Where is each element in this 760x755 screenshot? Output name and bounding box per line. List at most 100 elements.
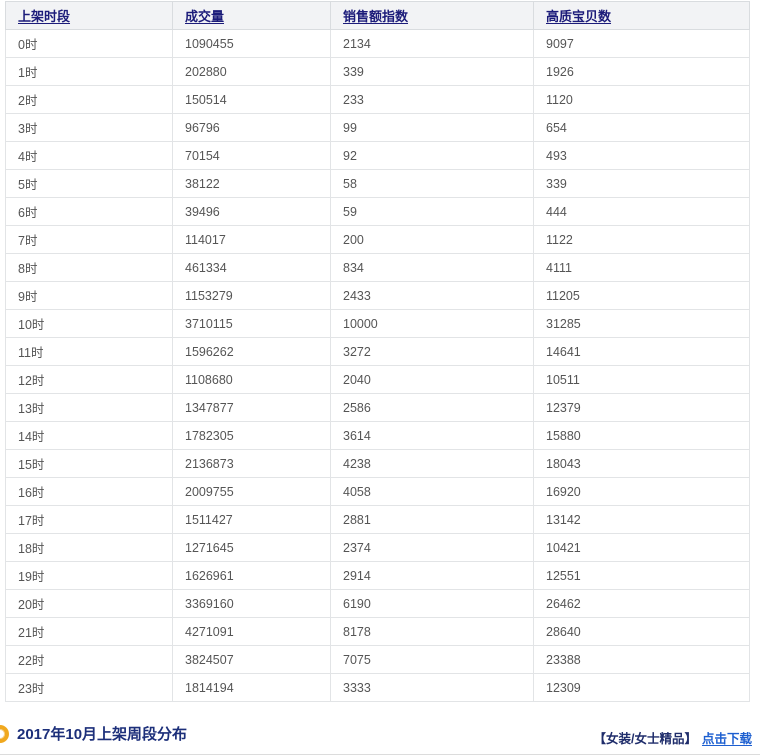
col-header-time-slot[interactable]: 上架时段	[5, 1, 173, 30]
cell-value: 233	[330, 85, 534, 114]
table-row: 18时 1271645 2374 10421	[5, 533, 750, 562]
cell-time-slot: 14时	[5, 421, 173, 450]
footer-bar: 2017年10月上架周段分布 【女装/女士精品】 点击下载	[0, 718, 760, 755]
cell-value: 12551	[533, 561, 750, 590]
col-header-volume-label[interactable]: 成交量	[185, 9, 225, 24]
cell-time-slot: 22时	[5, 645, 173, 674]
cell-value: 114017	[172, 225, 331, 254]
cell-value: 2914	[330, 561, 534, 590]
cell-value: 3333	[330, 673, 534, 702]
col-header-quality-items-label[interactable]: 高质宝贝数	[546, 9, 612, 24]
cell-value: 2881	[330, 505, 534, 534]
cell-time-slot: 4时	[5, 141, 173, 170]
cell-value: 99	[330, 113, 534, 142]
cell-value: 2586	[330, 393, 534, 422]
table-row: 19时 1626961 2914 12551	[5, 561, 750, 590]
cell-value: 834	[330, 253, 534, 282]
footer-title: 2017年10月上架周段分布	[17, 726, 188, 743]
cell-value: 1271645	[172, 533, 331, 562]
cell-value: 2040	[330, 365, 534, 394]
cell-value: 3369160	[172, 589, 331, 618]
cell-time-slot: 8时	[5, 253, 173, 282]
cell-value: 12309	[533, 673, 750, 702]
table-header: 上架时段 成交量 销售额指数 高质宝贝数	[5, 1, 750, 30]
listing-time-distribution-table: 上架时段 成交量 销售额指数 高质宝贝数 0时 1090455 2134 9097 1时…	[5, 1, 750, 702]
cell-value: 9097	[533, 29, 750, 58]
cell-value: 23388	[533, 645, 750, 674]
cell-value: 1122	[533, 225, 750, 254]
table-row: 13时 1347877 2586 12379	[5, 393, 750, 422]
cell-time-slot: 3时	[5, 113, 173, 142]
cell-value: 31285	[533, 309, 750, 338]
cell-value: 2134	[330, 29, 534, 58]
cell-value: 4271091	[172, 617, 331, 646]
table-row: 22时 3824507 7075 23388	[5, 645, 750, 674]
table-row: 21时 4271091 8178 28640	[5, 617, 750, 646]
cell-value: 4111	[533, 253, 750, 282]
cell-time-slot: 7时	[5, 225, 173, 254]
cell-value: 1347877	[172, 393, 331, 422]
table-row: 9时 1153279 2433 11205	[5, 281, 750, 310]
cell-value: 339	[330, 57, 534, 86]
cell-value: 493	[533, 141, 750, 170]
cell-value: 1511427	[172, 505, 331, 534]
cell-time-slot: 2时	[5, 85, 173, 114]
table-row: 23时 1814194 3333 12309	[5, 673, 750, 702]
cell-time-slot: 9时	[5, 281, 173, 310]
col-header-time-slot-label[interactable]: 上架时段	[18, 9, 71, 24]
col-header-quality-items[interactable]: 高质宝贝数	[533, 1, 750, 30]
cell-value: 202880	[172, 57, 331, 86]
cell-value: 10000	[330, 309, 534, 338]
cell-value: 4238	[330, 449, 534, 478]
cell-value: 1926	[533, 57, 750, 86]
cell-value: 3710115	[172, 309, 331, 338]
cell-time-slot: 10时	[5, 309, 173, 338]
download-link[interactable]: 点击下载	[701, 732, 752, 746]
cell-value: 96796	[172, 113, 331, 142]
cell-value: 14641	[533, 337, 750, 366]
cell-value: 8178	[330, 617, 534, 646]
cell-value: 2136873	[172, 449, 331, 478]
cell-value: 3824507	[172, 645, 331, 674]
cell-value: 92	[330, 141, 534, 170]
col-header-sales-index-label[interactable]: 销售额指数	[343, 9, 409, 24]
cell-time-slot: 12时	[5, 365, 173, 394]
table-row: 1时 202880 339 1926	[5, 57, 750, 86]
cell-time-slot: 17时	[5, 505, 173, 534]
table-header-row: 上架时段 成交量 销售额指数 高质宝贝数	[5, 1, 750, 30]
cell-value: 39496	[172, 197, 331, 226]
cell-value: 3272	[330, 337, 534, 366]
table-row: 16时 2009755 4058 16920	[5, 477, 750, 506]
col-header-sales-index[interactable]: 销售额指数	[330, 1, 534, 30]
col-header-volume[interactable]: 成交量	[172, 1, 331, 30]
cell-value: 12379	[533, 393, 750, 422]
table-row: 3时 96796 99 654	[5, 113, 750, 142]
cell-value: 1814194	[172, 673, 331, 702]
cell-value: 28640	[533, 617, 750, 646]
cell-time-slot: 20时	[5, 589, 173, 618]
cell-value: 2433	[330, 281, 534, 310]
cell-value: 4058	[330, 477, 534, 506]
cell-time-slot: 15时	[5, 449, 173, 478]
cell-value: 11205	[533, 281, 750, 310]
data-table-container: 上架时段 成交量 销售额指数 高质宝贝数 0时 1090455 2134 9097 1时…	[5, 1, 750, 702]
cell-value: 1153279	[172, 281, 331, 310]
cell-value: 2374	[330, 533, 534, 562]
table-row: 20时 3369160 6190 26462	[5, 589, 750, 618]
cell-time-slot: 18时	[5, 533, 173, 562]
cell-value: 1120	[533, 85, 750, 114]
cell-value: 16920	[533, 477, 750, 506]
cell-time-slot: 23时	[5, 673, 173, 702]
cell-time-slot: 19时	[5, 561, 173, 590]
category-label: 【女装/女士精品】	[593, 732, 697, 746]
cell-value: 444	[533, 197, 750, 226]
cell-value: 70154	[172, 141, 331, 170]
circle-ring-icon	[0, 724, 9, 743]
cell-value: 1782305	[172, 421, 331, 450]
table-row: 8时 461334 834 4111	[5, 253, 750, 282]
cell-value: 6190	[330, 589, 534, 618]
footer-title-group: 2017年10月上架周段分布	[0, 723, 187, 744]
table-row: 11时 1596262 3272 14641	[5, 337, 750, 366]
cell-value: 1090455	[172, 29, 331, 58]
